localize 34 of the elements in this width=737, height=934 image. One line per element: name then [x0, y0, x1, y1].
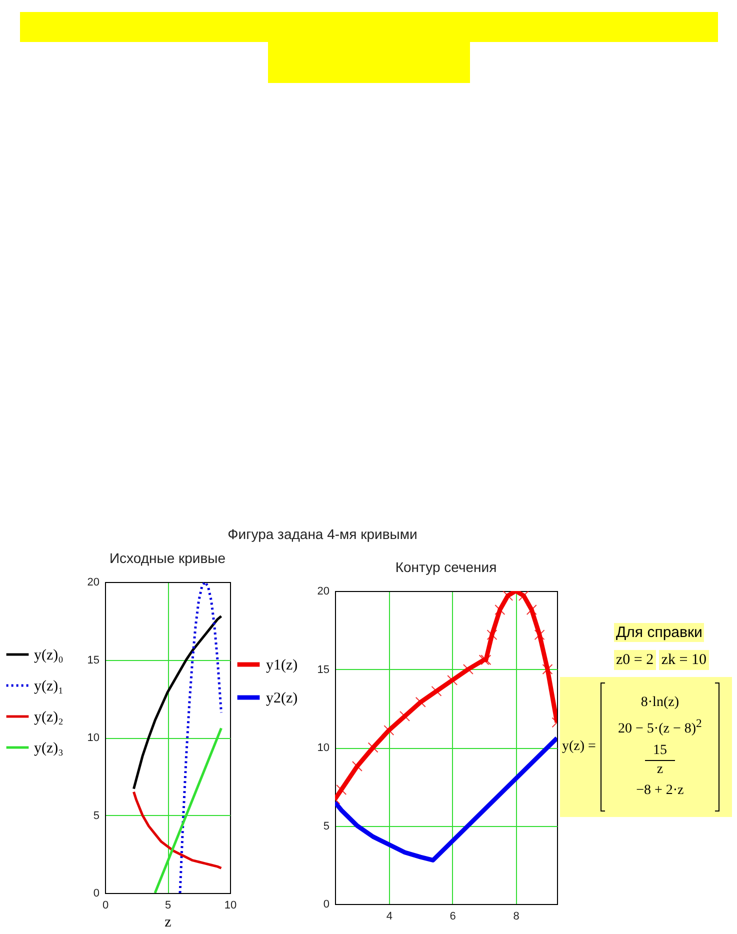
y-tick-label: 10 [317, 742, 330, 754]
text: Фигура задана 4-мя кривыми [226, 526, 418, 542]
x-axis-title: z [164, 914, 172, 930]
x-tick-label: 8 [513, 910, 520, 922]
text: y(z) = [562, 739, 596, 755]
x-tick-label: 5 [164, 900, 172, 912]
y-tick-label: 15 [87, 654, 100, 666]
legend-label: y(z)₁ [34, 678, 64, 694]
y-tick-label: 5 [93, 810, 100, 822]
legend-label: y(z)₀ [34, 648, 64, 664]
text: Для справки [614, 623, 704, 642]
x-tick-label: 6 [450, 910, 456, 922]
legend-label: y2(z) [266, 690, 298, 706]
x-tick-label: 0 [102, 900, 109, 912]
x-tick-label: 10 [224, 900, 237, 912]
legend-label: y(z)₃ [34, 740, 64, 756]
text: z [656, 760, 664, 779]
text: zk = 10 [659, 650, 708, 670]
y-tick-label: 20 [87, 576, 100, 588]
legend-label: y(z)₂ [34, 710, 64, 726]
text: 20 − 5·(z − 8)$^{2}$ [617, 716, 703, 739]
y-tick-label: 20 [317, 586, 330, 598]
text: 15 [644, 742, 675, 761]
legend-label: y1(z) [266, 658, 298, 674]
x-tick-label: 4 [386, 910, 392, 922]
y-tick-label: 15 [317, 664, 330, 676]
y-tick-label: 5 [323, 820, 330, 832]
text: z0 = 2 [614, 650, 656, 670]
text: 8·ln(z) [640, 694, 680, 712]
chart-title: Контур сечения [395, 559, 497, 575]
chart-subtitle: Исходные кривые [109, 550, 226, 566]
text: −8 + 2·z [635, 782, 685, 800]
y-tick-label: 0 [93, 888, 100, 900]
y-tick-label: 10 [87, 732, 100, 744]
